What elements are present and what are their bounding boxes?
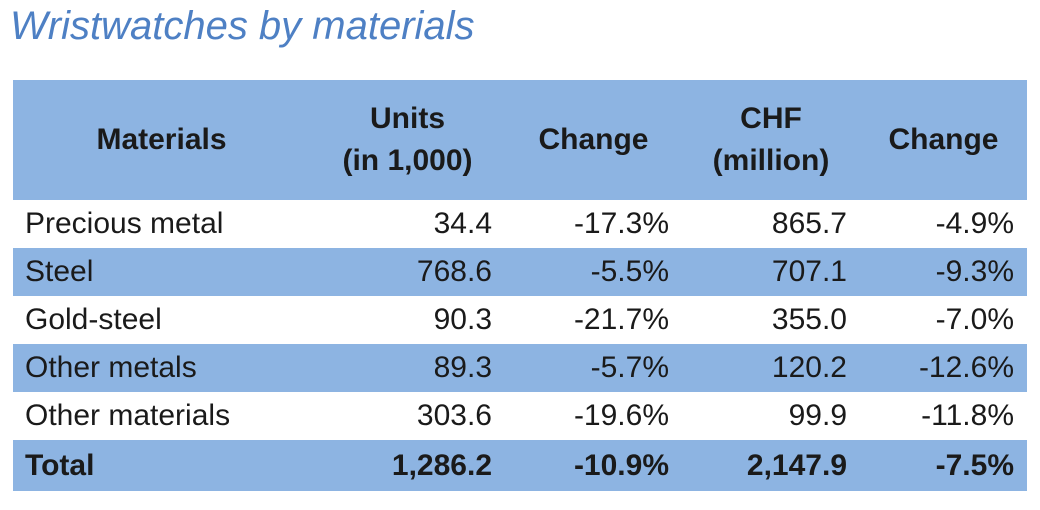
cell-units: 303.6: [416, 399, 492, 432]
column-header-units-change: Change: [505, 80, 682, 200]
cell-units-change: -19.6%: [573, 399, 669, 432]
cell-units-change: -5.7%: [590, 351, 669, 384]
cell-chf-change: -7.0%: [935, 303, 1014, 336]
table-row: Total 1,286.2 -10.9% 2,147.9 -7.5%: [13, 440, 1027, 491]
header-label: Units: [370, 102, 445, 135]
cell-units: 34.4: [433, 207, 492, 240]
column-header-chf: CHF (million): [682, 80, 860, 200]
cell-chf-change: -9.3%: [935, 255, 1014, 288]
page-title: Wristwatches by materials: [10, 4, 475, 48]
table-row: Other materials 303.6 -19.6% 99.9 -11.8%: [13, 392, 1027, 440]
cell-material: Other metals: [25, 351, 197, 384]
header-label: CHF: [740, 102, 802, 135]
header-sublabel: (in 1,000): [342, 144, 473, 177]
cell-units-change: -17.3%: [573, 207, 669, 240]
header-label: Materials: [96, 123, 227, 156]
materials-table: Materials Units (in 1,000) Change CHF (m…: [13, 80, 1027, 491]
header-label: Change: [888, 123, 999, 156]
table-body: Precious metal 34.4 -17.3% 865.7 -4.9% S…: [13, 200, 1027, 491]
column-header-materials: Materials: [13, 80, 310, 200]
header-sublabel: (million): [712, 144, 830, 177]
cell-units-change: -21.7%: [573, 303, 669, 336]
cell-chf: 707.1: [771, 255, 847, 288]
table-row: Gold-steel 90.3 -21.7% 355.0 -7.0%: [13, 296, 1027, 344]
cell-units: 90.3: [433, 303, 492, 336]
cell-units: 89.3: [433, 351, 492, 384]
cell-units-change: -5.5%: [590, 255, 669, 288]
cell-chf-change: -4.9%: [935, 207, 1014, 240]
cell-chf: 120.2: [771, 351, 847, 384]
cell-chf: 2,147.9: [746, 448, 847, 482]
cell-chf: 355.0: [771, 303, 847, 336]
cell-material: Gold-steel: [25, 303, 162, 336]
cell-chf: 99.9: [788, 399, 847, 432]
cell-units: 768.6: [416, 255, 492, 288]
header-label: Change: [538, 123, 649, 156]
column-header-units: Units (in 1,000): [310, 80, 505, 200]
table-row: Other metals 89.3 -5.7% 120.2 -12.6%: [13, 344, 1027, 392]
cell-material: Steel: [25, 255, 94, 288]
cell-material: Precious metal: [25, 207, 224, 240]
cell-chf: 865.7: [771, 207, 847, 240]
table-row: Precious metal 34.4 -17.3% 865.7 -4.9%: [13, 200, 1027, 248]
cell-material: Total: [25, 448, 95, 482]
column-header-chf-change: Change: [860, 80, 1027, 200]
cell-units: 1,286.2: [391, 448, 492, 482]
cell-chf-change: -12.6%: [918, 351, 1014, 384]
table-row: Steel 768.6 -5.5% 707.1 -9.3%: [13, 248, 1027, 296]
cell-material: Other materials: [25, 399, 231, 432]
cell-chf-change: -11.8%: [921, 399, 1014, 432]
table-header-row: Materials Units (in 1,000) Change CHF (m…: [13, 80, 1027, 200]
cell-units-change: -10.9%: [573, 448, 669, 482]
cell-chf-change: -7.5%: [935, 448, 1014, 482]
